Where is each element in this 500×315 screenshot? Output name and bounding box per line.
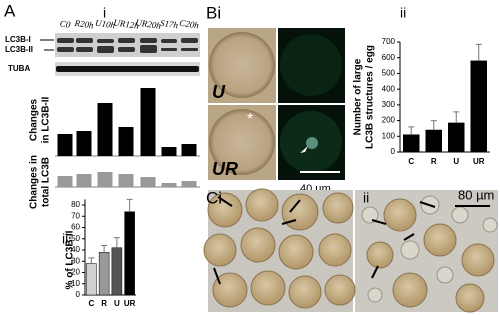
- micrographs-c: [203, 188, 498, 313]
- bar: [111, 247, 123, 296]
- y-tick-label: 100: [382, 131, 396, 140]
- y-axis-label: Changes: [29, 98, 40, 141]
- y-tick-label: 0: [391, 147, 396, 156]
- y-tick-label: 400: [382, 84, 396, 93]
- y-tick-label: 80: [71, 200, 80, 209]
- bar: [86, 263, 97, 296]
- x-tick-label: R20h: [73, 18, 95, 31]
- y-tick-label: 40: [71, 245, 80, 254]
- y-axis-label: Changes in: [29, 155, 40, 209]
- bar: [140, 88, 156, 156]
- bar: [118, 127, 134, 156]
- y-axis-label: % of LC3B-II: [65, 230, 76, 289]
- y-tick-label: 50: [71, 234, 80, 243]
- x-tick-label: UR: [124, 299, 136, 308]
- error-bar: [126, 198, 133, 212]
- bar: [124, 211, 135, 296]
- bar: [425, 129, 442, 153]
- y-tick-label: 600: [382, 53, 396, 62]
- marker: *: [247, 111, 253, 128]
- error-bar: [430, 120, 437, 130]
- x-tick-label: UR: [473, 157, 485, 166]
- bar: [448, 122, 465, 153]
- y-tick-label: 700: [382, 37, 396, 46]
- panel-label: Bi: [206, 3, 221, 22]
- bar: [470, 60, 487, 153]
- error-bar: [88, 257, 95, 264]
- y-tick-label: 500: [382, 69, 396, 78]
- x-tick-label: UR20h: [135, 17, 162, 31]
- panel-label: i: [103, 5, 106, 21]
- bar: [161, 147, 177, 156]
- panel-label: ii: [363, 190, 369, 206]
- error-bar: [408, 126, 415, 135]
- western-blot: [55, 33, 200, 76]
- panel-label: ii: [62, 231, 68, 247]
- y-tick-label: 30: [71, 256, 80, 265]
- band-label: LC3B-I: [5, 35, 31, 44]
- panel-label: ii: [400, 5, 406, 21]
- band-label: TUBA: [8, 64, 30, 73]
- y-axis-label: LC3B structures / egg: [365, 45, 376, 149]
- image-label: U: [212, 82, 226, 102]
- bar: [97, 172, 113, 187]
- y-tick-label: 0: [76, 290, 81, 299]
- y-tick-label: 10: [71, 279, 80, 288]
- y-axis-label: in LC3B-II: [41, 96, 52, 143]
- y-tick-label: 300: [382, 100, 396, 109]
- micrographs-b: [208, 28, 345, 180]
- x-tick-label: C: [408, 157, 414, 166]
- x-tick-label: R: [431, 157, 437, 166]
- band-label: LC3B-II: [5, 45, 33, 54]
- x-tick-label: C: [88, 299, 94, 308]
- image-label: UR: [212, 159, 238, 179]
- x-tick-label: U: [453, 157, 459, 166]
- error-bar: [453, 111, 460, 123]
- bar: [161, 183, 177, 187]
- bar: [57, 176, 73, 187]
- y-tick-label: 60: [71, 223, 80, 232]
- y-tick-label: 200: [382, 116, 396, 125]
- x-tick-label: R: [101, 299, 107, 308]
- x-tick-label: U10h: [95, 18, 117, 31]
- y-tick-label: 20: [71, 268, 80, 277]
- error-bar: [113, 237, 120, 248]
- bar: [97, 103, 113, 156]
- x-tick-label: U: [114, 299, 120, 308]
- error-bar: [475, 43, 482, 61]
- arrow: [40, 39, 54, 51]
- bar: [181, 181, 197, 187]
- scale-label: 80 µm: [458, 187, 494, 202]
- x-tick-label: S17h: [160, 18, 180, 30]
- x-tick-label: UR12h: [113, 17, 140, 31]
- x-tick-label: C20h: [179, 18, 200, 31]
- bar: [76, 131, 92, 156]
- bar: [76, 174, 92, 187]
- x-tick-label: C0: [59, 18, 71, 29]
- y-axis-label: total LC3B: [41, 157, 52, 207]
- bar: [403, 134, 420, 153]
- y-tick-label: 70: [71, 211, 80, 220]
- bar: [57, 134, 73, 156]
- y-axis-label: Number of large: [353, 58, 364, 135]
- error-bar: [101, 245, 108, 253]
- bar: [140, 177, 156, 187]
- bar: [181, 144, 197, 156]
- panel-label: Ci: [206, 188, 222, 207]
- bar: [118, 174, 134, 187]
- bar: [98, 252, 110, 296]
- panel-label: A: [4, 1, 16, 20]
